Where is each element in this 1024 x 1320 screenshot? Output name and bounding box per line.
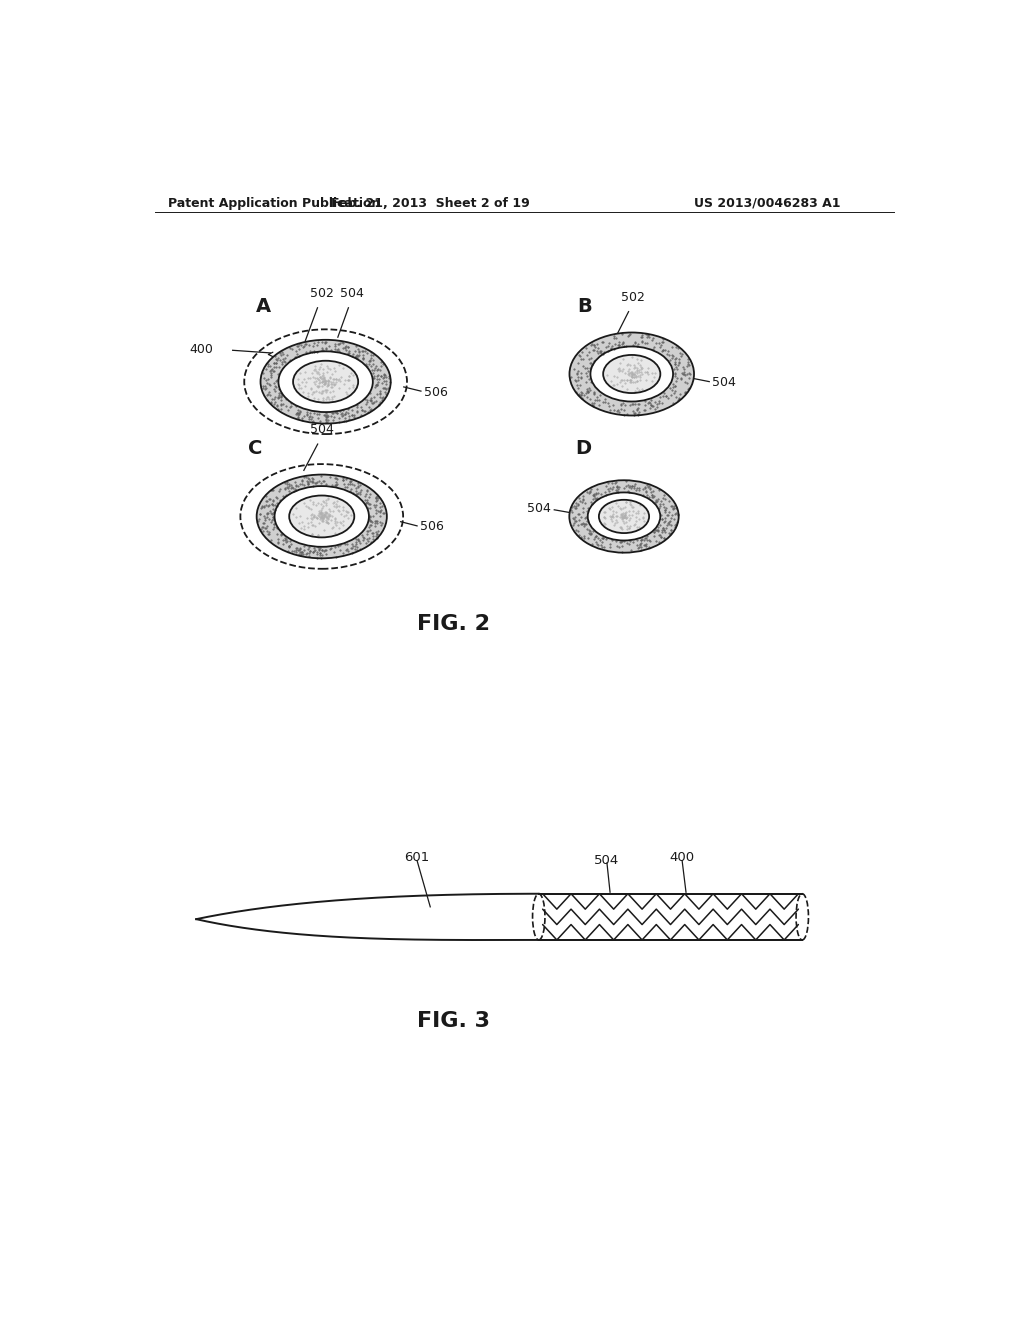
Ellipse shape: [260, 339, 391, 424]
Text: D: D: [575, 440, 591, 458]
Text: 400: 400: [670, 851, 694, 865]
Text: 502: 502: [622, 290, 645, 304]
Ellipse shape: [599, 500, 649, 533]
Ellipse shape: [293, 360, 358, 403]
Text: 504: 504: [527, 502, 551, 515]
Text: 504: 504: [310, 424, 334, 437]
Text: 506: 506: [424, 385, 447, 399]
Ellipse shape: [569, 480, 679, 553]
Polygon shape: [197, 894, 539, 940]
Polygon shape: [539, 894, 802, 940]
Text: FIG. 2: FIG. 2: [417, 614, 490, 634]
Ellipse shape: [588, 492, 660, 540]
Text: Patent Application Publication: Patent Application Publication: [168, 197, 381, 210]
Ellipse shape: [279, 351, 373, 412]
Text: 504: 504: [340, 286, 364, 300]
Text: 504: 504: [713, 376, 736, 389]
Text: Feb. 21, 2013  Sheet 2 of 19: Feb. 21, 2013 Sheet 2 of 19: [331, 197, 529, 210]
Text: C: C: [248, 440, 262, 458]
Text: 504: 504: [594, 854, 620, 867]
Text: FIG. 3: FIG. 3: [417, 1011, 490, 1031]
Text: 502: 502: [309, 286, 334, 300]
Text: 506: 506: [420, 520, 444, 533]
Text: B: B: [578, 297, 592, 315]
Text: 400: 400: [189, 343, 213, 355]
Text: US 2013/0046283 A1: US 2013/0046283 A1: [694, 197, 841, 210]
Ellipse shape: [591, 346, 673, 401]
Ellipse shape: [603, 355, 660, 393]
Ellipse shape: [274, 486, 369, 546]
Text: 601: 601: [404, 851, 430, 865]
Ellipse shape: [257, 475, 387, 558]
Text: A: A: [256, 297, 271, 315]
Ellipse shape: [289, 495, 354, 537]
Ellipse shape: [569, 333, 694, 416]
